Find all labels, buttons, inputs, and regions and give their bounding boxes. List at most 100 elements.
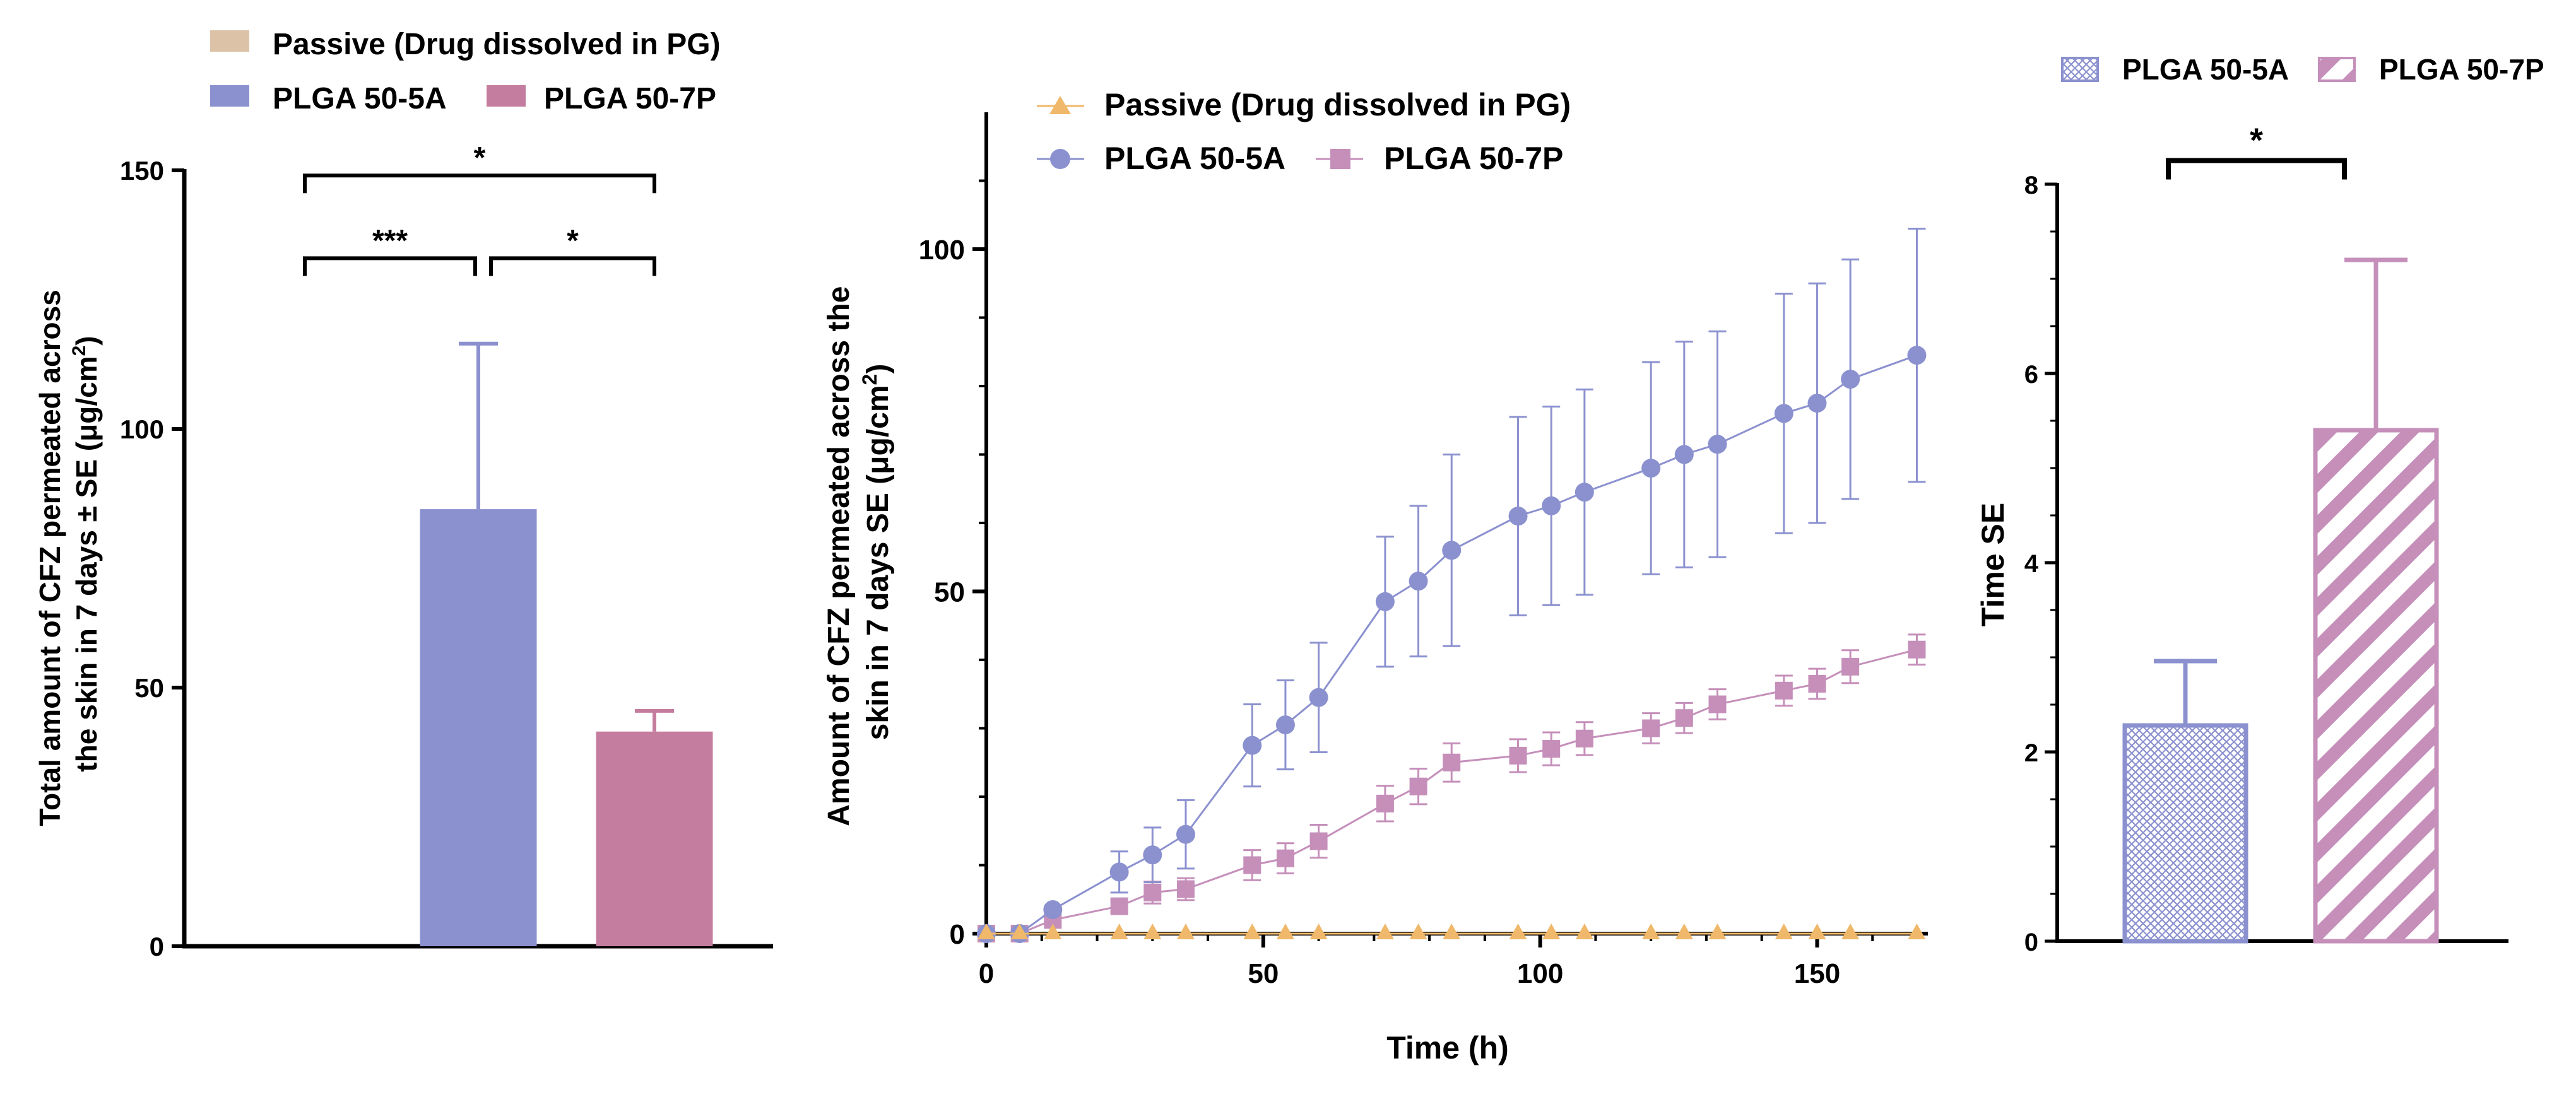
point-plga-50-5a	[1409, 572, 1428, 591]
panel2-x-tick-label: 0	[979, 958, 994, 989]
legend-label-passive-line: Passive (Drug dissolved in PG)	[1104, 87, 1571, 122]
legend-label-plga-50-7p-line: PLGA 50-7P	[1384, 141, 1563, 176]
panel-total-amount-bar-chart: Passive (Drug dissolved in PG) PLGA 50-5…	[33, 28, 773, 961]
panel1-significance-label-0: *	[474, 141, 486, 175]
panel2-y-axis-label: Amount of CFZ permeated across the skin …	[822, 278, 895, 826]
point-passive-drug-dissolved-in-pg	[1376, 924, 1394, 939]
panel1-y-tick-label: 50	[134, 673, 164, 703]
panel3-y-tick-label: 6	[2024, 361, 2038, 389]
legend-swatch-plga-50-5a	[210, 85, 249, 107]
point-plga-50-7p	[1243, 856, 1261, 874]
legend-label-plga-50-5a-line: PLGA 50-5A	[1104, 141, 1285, 176]
point-plga-50-5a	[1575, 483, 1594, 502]
point-plga-50-5a	[1309, 688, 1328, 707]
point-plga-50-5a	[1641, 459, 1661, 478]
point-passive-drug-dissolved-in-pg	[1409, 924, 1427, 939]
point-plga-50-5a	[1674, 445, 1694, 464]
point-plga-50-5a	[1043, 900, 1063, 920]
point-plga-50-7p	[1675, 709, 1693, 727]
panel1-significance-label-1: ***	[372, 224, 408, 257]
point-passive-drug-dissolved-in-pg	[1044, 924, 1062, 939]
point-passive-drug-dissolved-in-pg	[1276, 924, 1294, 939]
point-plga-50-5a	[1275, 715, 1295, 735]
point-plga-50-7p	[1642, 719, 1660, 737]
point-plga-50-7p	[1110, 897, 1128, 915]
panel1-y-tick-label: 0	[150, 932, 164, 961]
point-plga-50-7p	[1808, 674, 1826, 693]
point-plga-50-5a	[1109, 862, 1129, 882]
legend-label-plga-50-5a: PLGA 50-5A	[273, 82, 447, 115]
panel2-x-tick-label: 150	[1794, 958, 1840, 989]
point-plga-50-5a	[1907, 346, 1927, 365]
legend-swatch-passive	[210, 30, 249, 52]
panel3-y-tick-label: 0	[2024, 929, 2038, 956]
legend-label-plga-50-5a-pattern: PLGA 50-5A	[2122, 53, 2289, 86]
point-plga-50-7p	[1841, 657, 1860, 676]
point-plga-50-5a	[1542, 496, 1561, 515]
panel2-legend: Passive (Drug dissolved in PG) PLGA 50-5…	[1037, 87, 1571, 176]
point-passive-drug-dissolved-in-pg	[1908, 924, 1926, 939]
point-plga-50-5a	[1774, 404, 1793, 423]
point-passive-drug-dissolved-in-pg	[1642, 924, 1660, 939]
panel1-bars	[420, 341, 713, 946]
point-plga-50-7p	[1376, 794, 1394, 812]
legend-marker-square	[1330, 149, 1350, 169]
point-plga-50-5a	[1708, 435, 1727, 454]
point-plga-50-7p	[1443, 753, 1461, 771]
legend-label-plga-50-7p-pattern: PLGA 50-7P	[2379, 53, 2544, 86]
point-passive-drug-dissolved-in-pg	[1808, 924, 1826, 939]
point-plga-50-7p	[1542, 740, 1561, 758]
point-passive-drug-dissolved-in-pg	[1176, 924, 1195, 939]
point-passive-drug-dissolved-in-pg	[1110, 924, 1128, 939]
point-passive-drug-dissolved-in-pg	[1675, 924, 1693, 939]
point-plga-50-7p	[1143, 883, 1162, 901]
legend-swatch-diagonal	[2318, 57, 2356, 82]
point-plga-50-5a	[1375, 592, 1395, 611]
panel1-bar-plga-50-7p	[596, 731, 713, 946]
panel2-axes: 0 50 100 0 50 100 150	[919, 112, 1928, 989]
panel1-bracket-1	[303, 256, 477, 276]
panel2-y-tick-label: 0	[950, 919, 965, 950]
panel3-y-axis-label: Time SE	[1975, 503, 2011, 626]
panel2-series	[977, 227, 1927, 943]
panel3-y-tick-label: 4	[2024, 550, 2039, 578]
panel3-y-tick-label: 2	[2024, 739, 2038, 767]
point-passive-drug-dissolved-in-pg	[978, 924, 995, 939]
point-plga-50-7p	[1409, 777, 1427, 795]
panel2-y-tick-label: 100	[919, 235, 965, 266]
panel3-significance-brackets: *	[2166, 122, 2347, 180]
point-plga-50-7p	[1309, 832, 1328, 850]
panel3-y-tick-label: 8	[2024, 172, 2038, 199]
legend-swatch-plga-50-7p	[487, 85, 526, 107]
panel1-bracket-2	[489, 256, 656, 276]
point-passive-drug-dissolved-in-pg	[1509, 924, 1527, 939]
point-plga-50-5a	[1243, 736, 1262, 755]
series-passive-drug-dissolved-in-pg	[978, 924, 1926, 939]
point-plga-50-7p	[1708, 695, 1727, 713]
panel1-significance-brackets: **** *	[303, 141, 656, 276]
point-passive-drug-dissolved-in-pg	[1575, 924, 1593, 939]
line-plga-50-7p	[986, 648, 1917, 935]
point-plga-50-7p	[1509, 746, 1527, 765]
point-plga-50-5a	[1143, 845, 1162, 865]
legend-swatch-crosshatch	[2061, 57, 2099, 82]
point-plga-50-7p	[1176, 880, 1195, 898]
panel3-bar-plga-50-7p	[2313, 428, 2439, 944]
panel1-axes: 0 50 100 150	[120, 156, 773, 961]
point-passive-drug-dissolved-in-pg	[1309, 924, 1328, 939]
point-passive-drug-dissolved-in-pg	[1143, 924, 1162, 939]
point-passive-drug-dissolved-in-pg	[1708, 924, 1727, 939]
point-passive-drug-dissolved-in-pg	[1841, 924, 1860, 939]
legend-label-plga-50-7p: PLGA 50-7P	[544, 82, 716, 115]
panel1-y-tick-label: 150	[120, 156, 164, 185]
series-plga-50-7p	[978, 633, 1926, 942]
line-plga-50-5a	[986, 354, 1917, 935]
panel1-y-tick-label: 100	[120, 414, 164, 444]
series-plga-50-5a	[977, 227, 1927, 943]
panel-time-se-bar-chart: PLGA 50-5A PLGA 50-7P Time SE 0 2 4 6 8 *	[1975, 53, 2544, 956]
legend-marker-circle	[1050, 149, 1070, 169]
panel3-legend: PLGA 50-5A PLGA 50-7P	[2061, 53, 2544, 86]
panel3-bar-plga-50-5a	[2122, 723, 2248, 944]
panel1-bar-plga-50-5a	[420, 509, 537, 946]
